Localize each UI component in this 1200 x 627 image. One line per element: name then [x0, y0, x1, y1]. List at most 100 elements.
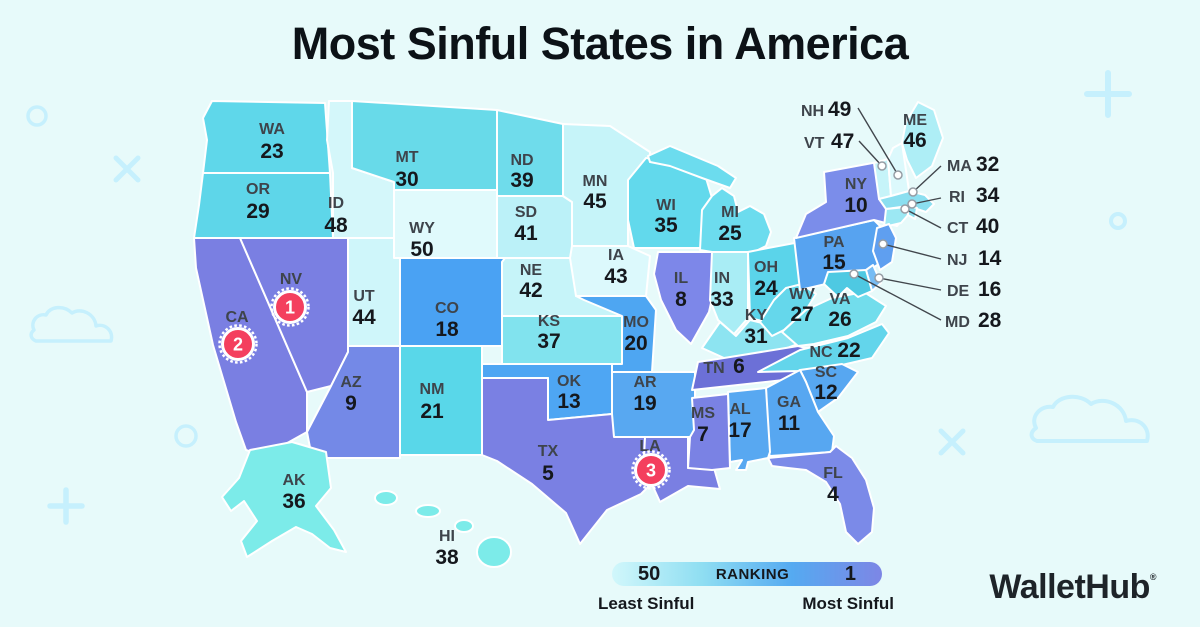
state-WV — [759, 283, 817, 337]
state-value-WI: 35 — [654, 214, 678, 237]
state-AL — [727, 387, 771, 471]
state-label-TN: TN — [703, 360, 724, 377]
state-label-MS: MS — [691, 405, 715, 422]
state-NH — [887, 142, 910, 197]
state-value-UT: 44 — [352, 306, 376, 329]
registered-mark: ® — [1149, 572, 1157, 582]
state-label-IN: IN — [714, 270, 730, 287]
state-MS — [687, 393, 731, 471]
state-label-WV: WV — [789, 286, 815, 303]
cloud-icon — [29, 305, 114, 343]
state-label-NC: NC — [809, 344, 833, 361]
rank-badge-number-1: 1 — [285, 298, 295, 318]
state-value-FL: 4 — [827, 483, 839, 506]
state-value-ID: 48 — [324, 214, 348, 237]
state-label-ID: ID — [328, 195, 344, 212]
callout-value-DE: 16 — [978, 278, 1001, 301]
callout-label-CT: CT — [947, 220, 969, 237]
state-label-OH: OH — [754, 259, 778, 276]
callout-line-MD — [853, 273, 942, 321]
state-label-UT: UT — [353, 288, 375, 305]
state-value-WY: 50 — [410, 238, 433, 261]
state-label-OR: OR — [246, 181, 270, 198]
ranking-legend: 50 RANKING 1 Least Sinful Most Sinful — [598, 562, 894, 614]
state-label-WA: WA — [259, 121, 285, 138]
state-value-AL: 17 — [728, 419, 751, 442]
callout-value-CT: 40 — [976, 215, 999, 238]
state-value-NE: 42 — [519, 279, 542, 302]
rank-badge-number-2: 2 — [233, 335, 243, 355]
state-label-WI: WI — [656, 197, 676, 214]
state-label-MO: MO — [623, 314, 649, 331]
callout-value-VT: 47 — [831, 130, 854, 153]
state-label-KY: KY — [745, 307, 768, 324]
callout-value-MA: 32 — [976, 153, 999, 176]
callout-dot-RI — [907, 199, 917, 209]
callout-line-DE — [878, 277, 942, 291]
callout-value-NH: 49 — [828, 98, 851, 121]
callout-label-NJ: NJ — [947, 252, 967, 269]
callout-line-CT — [904, 208, 942, 229]
state-value-MT: 30 — [395, 168, 418, 191]
callout-label-RI: RI — [949, 189, 965, 206]
state-value-VA: 26 — [828, 308, 851, 331]
state-label-AL: AL — [729, 401, 751, 418]
state-MI — [647, 145, 737, 189]
callout-label-VT: VT — [804, 135, 825, 152]
callout-line-NJ — [882, 243, 942, 260]
state-HI — [454, 519, 474, 533]
state-value-TX: 5 — [542, 462, 554, 485]
state-label-MI: MI — [721, 204, 739, 221]
callout-dot-CT — [900, 204, 910, 214]
rank-badge-2 — [221, 327, 255, 361]
state-label-SD: SD — [515, 204, 537, 221]
callout-label-MD: MD — [945, 314, 970, 331]
state-value-ME: 46 — [903, 129, 926, 152]
callout-dot-VT — [877, 161, 887, 171]
rank-badge-ring-2 — [218, 324, 258, 364]
state-label-FL: FL — [823, 465, 843, 482]
state-label-CO: CO — [435, 300, 459, 317]
x-decoration — [113, 155, 141, 183]
state-value-PA: 15 — [822, 251, 846, 274]
state-label-SC: SC — [815, 364, 838, 381]
state-value-OR: 29 — [246, 200, 269, 223]
rank-badge-1 — [273, 290, 307, 324]
x-decoration — [938, 428, 966, 456]
callout-dot-MA — [908, 187, 918, 197]
state-value-IN: 33 — [710, 288, 733, 311]
state-value-NY: 10 — [844, 194, 867, 217]
state-MO — [575, 295, 657, 373]
wallethub-logo-text: WalletHub — [989, 568, 1150, 606]
callout-label-MA: MA — [947, 158, 972, 175]
state-label-HI: HI — [439, 528, 455, 545]
state-value-OK: 13 — [557, 390, 580, 413]
state-HI — [415, 504, 441, 518]
state-value-IL: 8 — [675, 288, 687, 311]
rank-badge-ring-1 — [270, 287, 310, 327]
state-value-AR: 19 — [633, 392, 656, 415]
state-label-TX: TX — [538, 443, 559, 460]
state-value-IA: 43 — [604, 265, 627, 288]
callout-value-MD: 28 — [978, 309, 1002, 332]
state-label-ME: ME — [903, 112, 927, 129]
state-value-MS: 7 — [697, 423, 709, 446]
callout-dot-DE — [874, 273, 884, 283]
state-label-AK: AK — [282, 472, 306, 489]
callout-value-NJ: 14 — [978, 247, 1002, 270]
circle-decoration — [1109, 212, 1127, 230]
cloud-icon — [1029, 394, 1150, 443]
state-value-AZ: 9 — [345, 392, 357, 415]
state-label-WY: WY — [409, 220, 435, 237]
legend-least-sinful-caption: Least Sinful — [598, 594, 695, 613]
state-label-NV: NV — [280, 271, 303, 288]
state-label-LA: LA — [639, 438, 661, 455]
circle-decoration — [174, 424, 198, 448]
legend-most-sinful-caption: Most Sinful — [802, 594, 894, 613]
page-title: Most Sinful States in America — [291, 18, 909, 69]
state-label-ND: ND — [510, 152, 533, 169]
state-label-GA: GA — [777, 394, 801, 411]
